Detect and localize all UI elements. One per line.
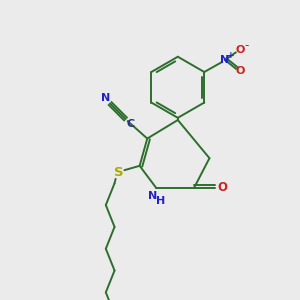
Text: S: S [114, 166, 124, 179]
Text: O: O [236, 45, 245, 55]
Text: C: C [127, 119, 135, 129]
Text: +: + [226, 51, 234, 60]
Text: N: N [220, 55, 230, 65]
Text: N: N [148, 191, 158, 201]
Text: H: H [156, 196, 165, 206]
Text: -: - [244, 39, 249, 52]
Text: O: O [218, 181, 227, 194]
Text: N: N [101, 93, 110, 103]
Text: O: O [236, 66, 245, 76]
